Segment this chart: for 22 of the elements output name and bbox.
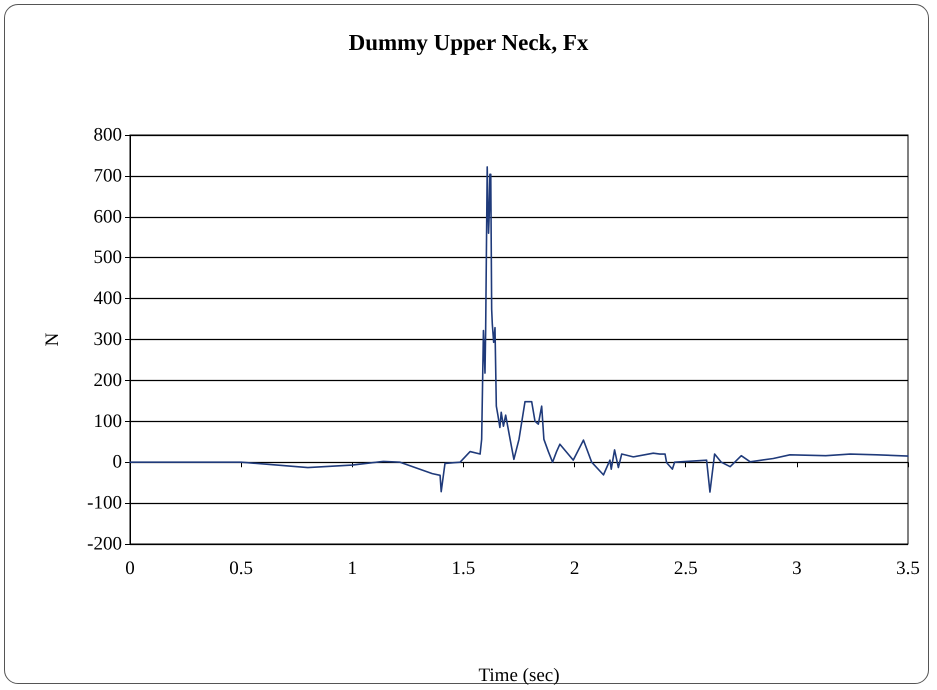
x-axis-title: Time (sec) — [478, 665, 560, 686]
x-tick-label: 0.5 — [229, 558, 254, 579]
y-tick-label: 100 — [94, 410, 122, 432]
y-tick-label: -200 — [87, 534, 122, 554]
y-tick-label: 300 — [94, 329, 122, 350]
y-axis-title: N — [42, 332, 63, 346]
y-tick-label: 200 — [94, 370, 122, 391]
y-tick-label: 400 — [94, 288, 122, 310]
x-tick-label: 1 — [348, 558, 358, 579]
y-tick-label: 500 — [94, 247, 122, 268]
x-tick-label: 0 — [125, 558, 135, 579]
x-tick-label: 2.5 — [674, 558, 698, 579]
y-tick-label: -100 — [87, 492, 122, 514]
y-tick-label: 700 — [94, 165, 122, 186]
x-tick-label: 2 — [570, 558, 580, 579]
x-tick-label: 3 — [792, 558, 802, 579]
x-tick-label: 3.5 — [896, 558, 920, 579]
y-tick-label: 800 — [94, 124, 122, 146]
y-tick-label: 600 — [94, 206, 122, 228]
x-tick-label: 1.5 — [452, 558, 476, 579]
chart-title: Dummy Upper Neck, Fx — [348, 30, 589, 55]
y-tick-label: 0 — [112, 452, 122, 473]
